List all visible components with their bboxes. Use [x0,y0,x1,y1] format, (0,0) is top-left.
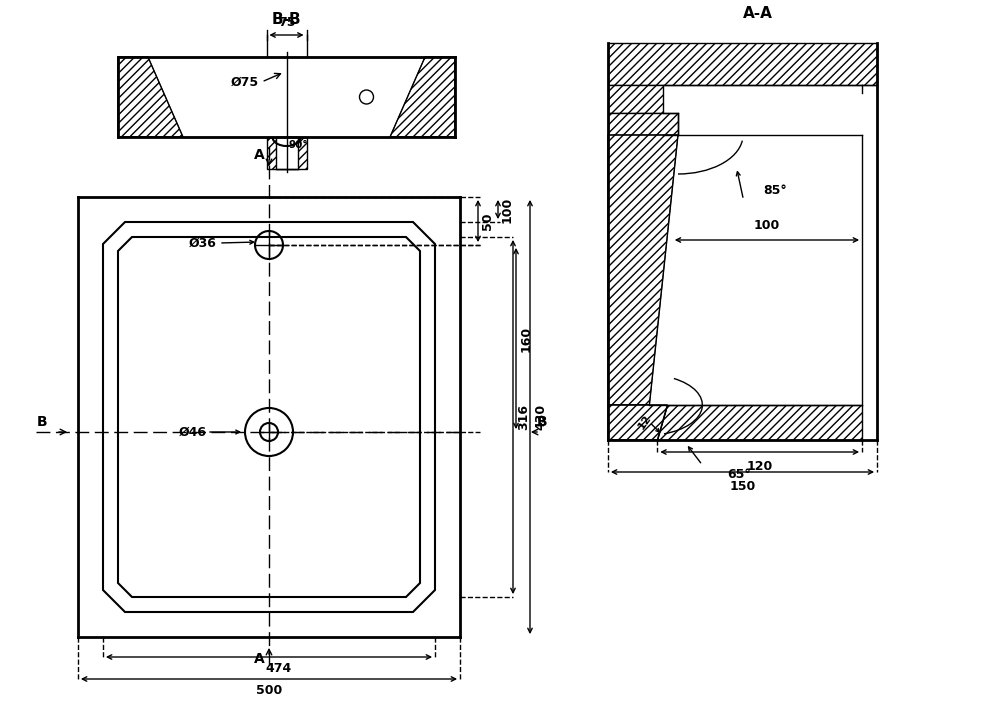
Polygon shape [266,137,306,169]
Text: 316: 316 [517,404,530,430]
Text: A: A [254,652,264,666]
Text: 100: 100 [754,219,780,232]
Polygon shape [118,57,183,137]
Text: Ø75: Ø75 [230,75,258,89]
Polygon shape [276,137,298,169]
Text: Ø46: Ø46 [179,426,207,439]
Text: 85°: 85° [763,183,787,197]
Text: 90°: 90° [288,140,308,150]
Polygon shape [608,135,678,405]
Text: B: B [537,415,547,429]
Polygon shape [608,43,877,85]
Polygon shape [608,405,667,440]
Polygon shape [657,405,862,440]
Text: 430: 430 [534,404,547,430]
Polygon shape [608,85,663,113]
Polygon shape [608,113,678,135]
Text: 65°: 65° [727,469,751,482]
Text: 150: 150 [729,480,756,493]
Text: 50: 50 [481,212,494,230]
Text: A-A: A-A [743,6,772,20]
Text: 12: 12 [636,413,653,431]
Text: B-B: B-B [272,11,301,27]
Polygon shape [390,57,455,137]
Text: A: A [254,148,264,162]
Text: B: B [37,415,47,429]
Text: 75: 75 [278,16,295,29]
Text: Ø36: Ø36 [189,236,217,250]
Text: 160: 160 [520,326,533,352]
Text: 474: 474 [266,662,292,675]
Text: 100: 100 [501,197,514,223]
Text: 500: 500 [256,684,282,697]
Text: 120: 120 [747,460,773,473]
